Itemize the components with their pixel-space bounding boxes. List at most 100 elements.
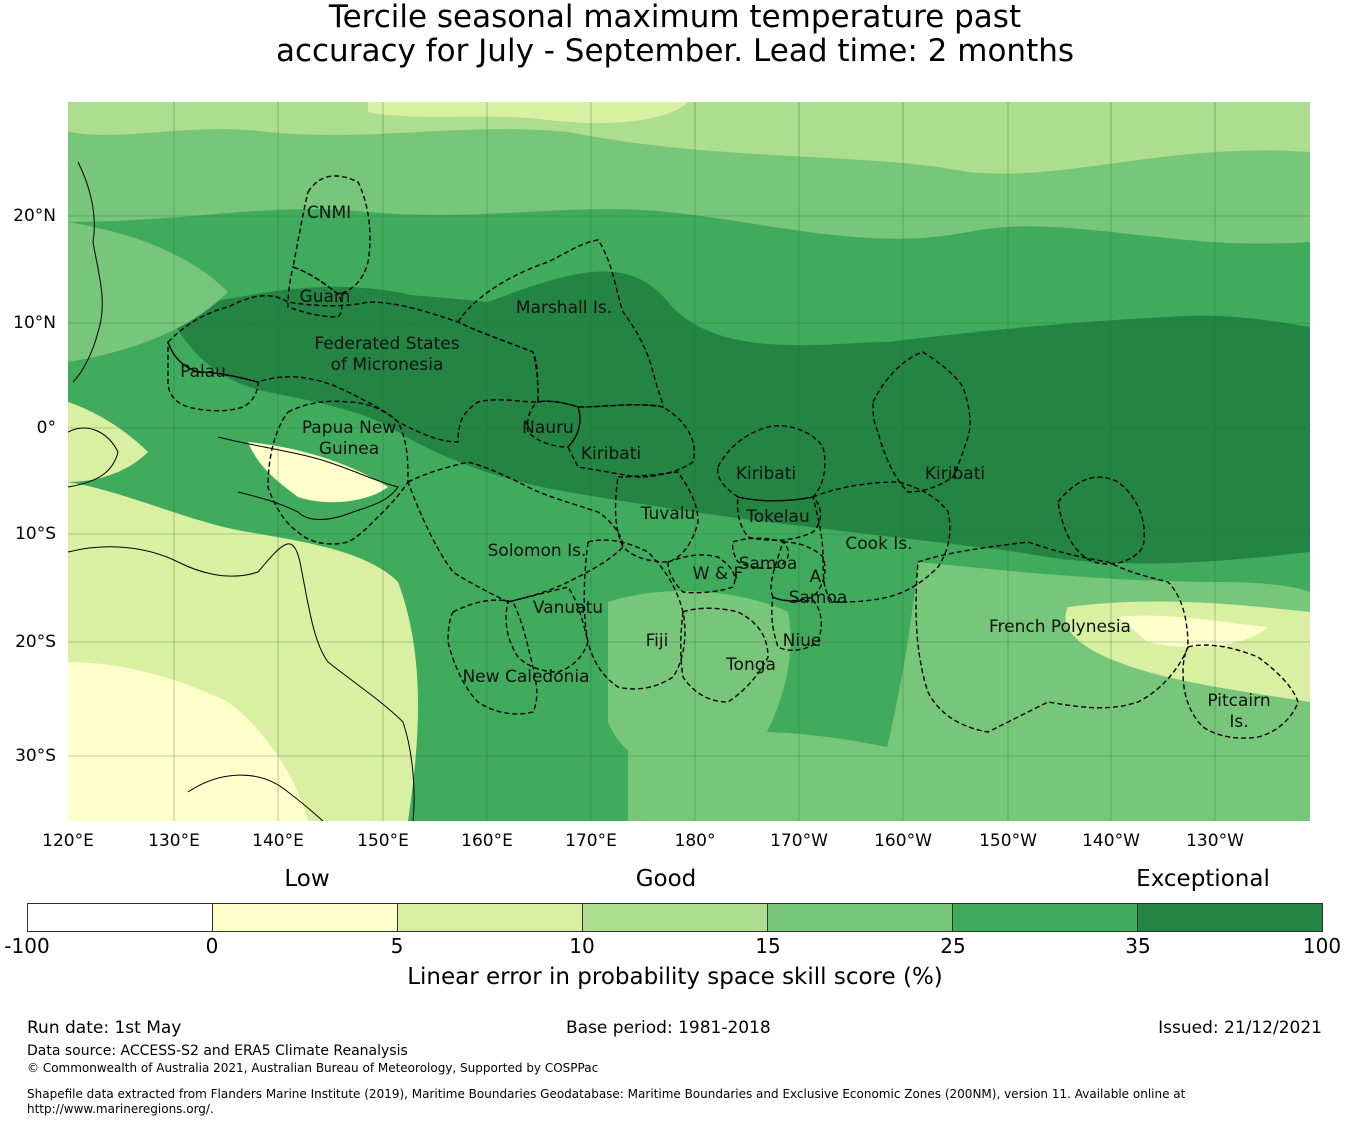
legend-category-good: Good: [635, 866, 697, 892]
eez-boundaries: [167, 175, 1299, 739]
eez-samoa: [731, 537, 790, 569]
eez-pitcairn: [1182, 644, 1299, 739]
label-cook: Cook Is.: [845, 534, 912, 554]
label-wallis-futuna: W & F: [693, 564, 744, 584]
skill-band-australia-palest: [68, 662, 308, 821]
eez-tokelau: [736, 496, 822, 541]
eez-fsm: [167, 295, 539, 443]
lon-tick: 140°W: [1082, 831, 1140, 851]
lon-tick: 150°E: [357, 831, 409, 851]
label-niue: Niue: [783, 631, 822, 651]
skill-band-equatorial-dark: [168, 271, 1310, 564]
eez-vanuatu: [505, 586, 589, 673]
label-tokelau: Tokelau: [745, 507, 810, 527]
label-solomon: Solomon Is.: [488, 541, 587, 561]
lon-tick: 120°E: [42, 831, 94, 851]
eez-png: [267, 400, 409, 545]
eez-kiribati-central: [716, 425, 826, 502]
legend-category-low: Low: [284, 866, 330, 892]
label-french-polynesia: French Polynesia: [989, 617, 1131, 637]
lon-tick: 170°W: [770, 831, 828, 851]
eez-french-polynesia: [915, 541, 1189, 733]
eez-line-islands: [1057, 476, 1145, 565]
eez-tonga: [680, 607, 769, 703]
colorbar-segment: [583, 904, 768, 931]
skill-band-south-lower-light: [628, 731, 908, 821]
base-period: Base period: 1981-2018: [566, 1018, 771, 1038]
copyright: © Commonwealth of Australia 2021, Austra…: [27, 1061, 599, 1075]
shapefile-credit: Shapefile data extracted from Flanders M…: [27, 1087, 1186, 1101]
lon-tick: 140°E: [252, 831, 304, 851]
colorbar-tick: -100: [4, 934, 50, 958]
eez-niue: [771, 595, 822, 651]
label-american-samoa-line1: A.: [810, 567, 827, 587]
colorbar-tick: 15: [755, 934, 781, 958]
label-american-samoa-line2: Samoa: [789, 588, 848, 608]
lat-tick: 20°N: [13, 206, 56, 226]
run-date: Run date: 1st May: [27, 1018, 182, 1038]
eez-tuvalu: [614, 471, 699, 563]
shapefile-url: http://www.marineregions.org/.: [27, 1102, 214, 1116]
label-kiribati-west: Kiribati: [581, 444, 641, 464]
legend-category-exceptional: Exceptional: [1136, 866, 1270, 892]
eez-new-caledonia: [447, 599, 538, 715]
label-guam: Guam: [300, 287, 351, 307]
eez-cnmi: [292, 175, 371, 295]
eez-wallis-futuna: [667, 554, 736, 594]
label-marshall: Marshall Is.: [516, 298, 612, 318]
lon-tick: 170°E: [565, 831, 617, 851]
label-tonga: Tonga: [725, 655, 776, 675]
lat-tick: 20°S: [15, 632, 56, 652]
eez-kiribati-east: [872, 351, 971, 493]
coast-philippines: [72, 161, 103, 383]
label-pitcairn-line2: Is.: [1229, 712, 1248, 732]
eez-nauru: [526, 400, 581, 448]
colorbar-tick: 0: [205, 934, 219, 958]
eez-american-samoa: [770, 541, 826, 602]
chart-title-line-2: accuracy for July - September. Lead time…: [275, 33, 1075, 69]
colorbar-segment: [398, 904, 583, 931]
skill-band-southcentral-light: [608, 591, 791, 772]
colorbar-tick: 35: [1125, 934, 1151, 958]
label-fsm-line2: of Micronesia: [331, 355, 444, 375]
skill-band-north-pale: [368, 102, 688, 123]
eez-solomon: [407, 461, 624, 603]
eez-kiribati-west: [567, 404, 695, 478]
eez-cook: [812, 481, 951, 603]
label-png-line2: Guinea: [319, 439, 379, 459]
eez-guam: [287, 266, 343, 318]
label-vanuatu: Vanuatu: [533, 598, 603, 618]
colorbar-label: Linear error in probability space skill …: [407, 964, 943, 990]
colorbar-tick: 25: [940, 934, 966, 958]
colorbar-tick: 10: [569, 934, 595, 958]
issued-date: Issued: 21/12/2021: [1158, 1018, 1322, 1038]
colorbar: [27, 903, 1323, 932]
eez-fiji: [583, 539, 686, 690]
skill-score-map: CNMI Guam Marshall Is. Federated States …: [68, 102, 1310, 821]
lat-tick: 10°N: [13, 313, 56, 333]
skill-band-west-dark: [218, 286, 468, 332]
label-cnmi: CNMI: [307, 203, 351, 223]
eez-palau: [167, 341, 259, 412]
colorbar-tick: 100: [1302, 934, 1342, 958]
graticule: [68, 102, 1310, 821]
lon-tick: 150°W: [979, 831, 1037, 851]
colorbar-tick: 5: [390, 934, 404, 958]
coast-png: [217, 436, 399, 520]
coast-borneo: [68, 427, 119, 488]
colorbar-segment: [28, 904, 213, 931]
label-fiji: Fiji: [646, 631, 669, 651]
label-tuvalu: Tuvalu: [640, 504, 696, 524]
label-palau: Palau: [180, 362, 226, 382]
lon-tick: 130°W: [1186, 831, 1244, 851]
label-nauru: Nauru: [522, 418, 574, 438]
label-pitcairn-line1: Pitcairn: [1207, 691, 1270, 711]
label-new-caledonia: New Caledonia: [462, 667, 589, 687]
lat-tick: 0°: [36, 418, 56, 438]
colorbar-segment: [768, 904, 953, 931]
skill-band-north-lighter: [68, 102, 1310, 174]
coast-australia: [68, 543, 415, 821]
skill-band-png-palest: [248, 442, 388, 503]
label-kiribati-east: Kiribati: [925, 464, 985, 484]
label-samoa: Samoa: [739, 554, 798, 574]
